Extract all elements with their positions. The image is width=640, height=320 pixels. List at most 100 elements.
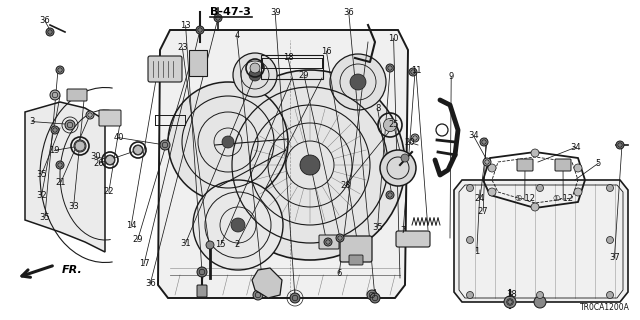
Text: 22: 22	[104, 188, 114, 196]
Circle shape	[574, 164, 582, 172]
Circle shape	[65, 120, 75, 130]
Circle shape	[480, 138, 488, 146]
Text: 20: 20	[404, 138, 415, 147]
Polygon shape	[454, 180, 628, 302]
Text: 14: 14	[126, 221, 136, 230]
Circle shape	[536, 185, 543, 191]
FancyBboxPatch shape	[555, 159, 571, 171]
Text: 30: 30	[91, 152, 101, 161]
Polygon shape	[252, 268, 282, 298]
FancyBboxPatch shape	[148, 56, 182, 82]
Circle shape	[249, 69, 261, 81]
Circle shape	[133, 145, 143, 155]
Text: FR.: FR.	[62, 265, 83, 275]
Polygon shape	[25, 102, 105, 252]
Text: 38: 38	[507, 290, 517, 299]
Circle shape	[214, 14, 222, 22]
Text: 19: 19	[49, 146, 60, 155]
FancyBboxPatch shape	[67, 89, 87, 101]
Circle shape	[483, 158, 491, 166]
Circle shape	[46, 28, 54, 36]
Text: 5: 5	[596, 159, 601, 168]
Circle shape	[467, 292, 474, 299]
Text: 35: 35	[40, 213, 50, 222]
Text: 35: 35	[372, 223, 383, 232]
FancyBboxPatch shape	[197, 285, 207, 297]
Text: 31: 31	[180, 239, 191, 248]
Circle shape	[488, 188, 496, 196]
Circle shape	[300, 155, 320, 175]
Circle shape	[504, 296, 516, 308]
Text: 6: 6	[337, 269, 342, 278]
Text: 4: 4	[234, 31, 239, 40]
Circle shape	[616, 141, 624, 149]
Circle shape	[409, 68, 417, 76]
Circle shape	[105, 155, 115, 165]
Circle shape	[531, 149, 539, 157]
Text: 35: 35	[36, 170, 47, 179]
Text: ①-12: ①-12	[515, 194, 535, 203]
Polygon shape	[158, 30, 408, 298]
Circle shape	[386, 191, 394, 199]
Circle shape	[74, 140, 86, 152]
Circle shape	[386, 64, 394, 72]
Circle shape	[160, 140, 170, 150]
Text: 2: 2	[234, 240, 239, 249]
Circle shape	[168, 82, 288, 202]
Circle shape	[607, 185, 614, 191]
Text: 33: 33	[68, 202, 79, 211]
Text: 8: 8	[375, 104, 380, 113]
Circle shape	[401, 154, 409, 162]
Circle shape	[134, 146, 143, 155]
Text: 40: 40	[113, 133, 124, 142]
Text: 34: 34	[468, 132, 479, 140]
FancyBboxPatch shape	[99, 110, 121, 126]
Circle shape	[222, 136, 234, 148]
Circle shape	[380, 150, 416, 186]
Text: 36: 36	[145, 279, 156, 288]
Circle shape	[86, 111, 94, 119]
Text: 7: 7	[401, 226, 406, 235]
Circle shape	[607, 236, 614, 244]
Text: 17: 17	[139, 260, 149, 268]
Circle shape	[196, 26, 204, 34]
Text: B-47-3: B-47-3	[209, 7, 250, 17]
Circle shape	[51, 126, 59, 134]
Circle shape	[336, 234, 344, 242]
Circle shape	[367, 290, 377, 300]
Circle shape	[536, 292, 543, 299]
Text: 24: 24	[475, 194, 485, 203]
Text: 34: 34	[571, 143, 581, 152]
Circle shape	[467, 185, 474, 191]
Circle shape	[197, 267, 207, 277]
Circle shape	[290, 293, 300, 303]
Circle shape	[506, 298, 514, 306]
Circle shape	[350, 74, 366, 90]
Circle shape	[370, 293, 380, 303]
Text: 29: 29	[299, 71, 309, 80]
Circle shape	[206, 241, 214, 249]
Circle shape	[467, 236, 474, 244]
Text: 10: 10	[388, 34, 399, 43]
Circle shape	[50, 90, 60, 100]
Text: 13: 13	[180, 21, 191, 30]
Text: 3: 3	[29, 117, 35, 126]
Circle shape	[534, 296, 546, 308]
Text: 37: 37	[609, 253, 620, 262]
FancyBboxPatch shape	[340, 236, 372, 262]
Circle shape	[574, 188, 582, 196]
Text: 29: 29	[132, 236, 143, 244]
Circle shape	[250, 63, 260, 73]
FancyBboxPatch shape	[319, 235, 339, 249]
Circle shape	[233, 53, 277, 97]
Text: 11: 11	[411, 66, 421, 75]
Circle shape	[106, 156, 115, 164]
Circle shape	[411, 134, 419, 142]
Text: TR0CA1200A: TR0CA1200A	[580, 303, 630, 312]
Circle shape	[253, 290, 263, 300]
Text: 23: 23	[177, 44, 188, 52]
Circle shape	[330, 54, 386, 110]
Text: 18: 18	[283, 53, 293, 62]
Text: 27: 27	[478, 207, 488, 216]
FancyBboxPatch shape	[189, 50, 207, 76]
